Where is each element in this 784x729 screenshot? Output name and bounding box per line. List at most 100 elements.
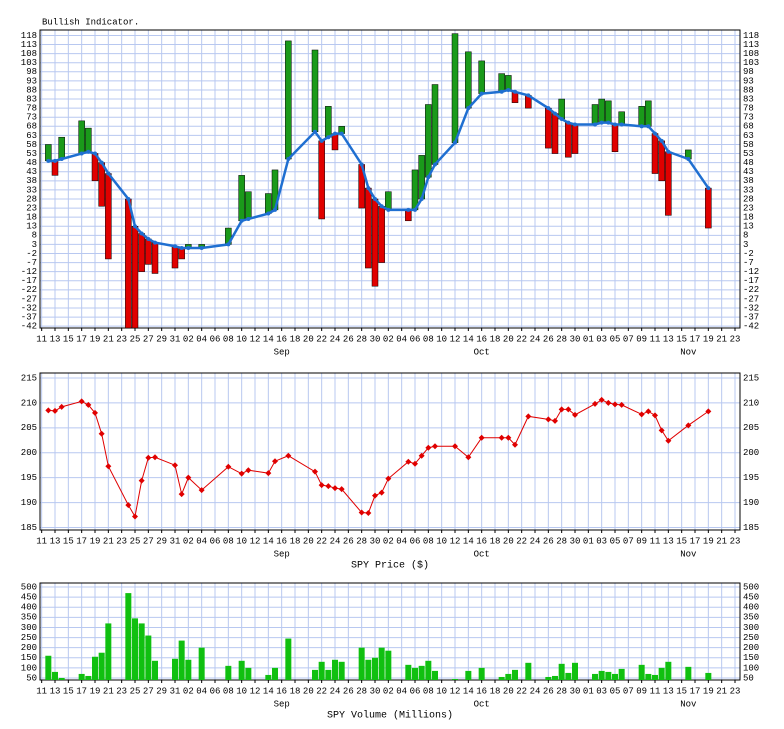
indicator-bar	[365, 187, 372, 269]
price-point	[525, 413, 532, 420]
y-tick-label: 88	[26, 85, 37, 95]
price-point	[665, 437, 672, 444]
indicator-bar	[325, 106, 332, 138]
x-tick-label: 05	[610, 334, 621, 344]
x-tick-label: 20	[303, 536, 314, 546]
indicator-bar	[311, 49, 319, 133]
x-tick-label: 08	[423, 334, 434, 344]
x-tick-label: 25	[130, 334, 141, 344]
indicator-point	[59, 157, 64, 162]
x-tick-label: 02	[383, 686, 394, 696]
x-tick-label: 04	[196, 334, 207, 344]
volume-bar	[45, 655, 52, 680]
x-tick-label: 22	[516, 536, 527, 546]
y-tick-label-right: 205	[743, 423, 759, 433]
indicator-point	[79, 151, 84, 156]
x-tick-label: 20	[503, 536, 514, 546]
price-point	[552, 417, 558, 424]
plot-frame	[39, 372, 741, 531]
y-tick-label-right: 83	[743, 94, 754, 104]
month-label: Oct	[474, 699, 490, 709]
indicator-point	[613, 122, 617, 127]
y-tick-label: 300	[21, 623, 37, 633]
y-tick-label: 200	[21, 448, 37, 458]
y-tick-label-right: 450	[743, 593, 759, 603]
x-tick-label: 06	[410, 536, 421, 546]
price-point	[612, 401, 618, 408]
price-point	[265, 470, 272, 477]
y-tick-label: 13	[26, 222, 37, 232]
month-label: Sep	[274, 699, 290, 709]
x-tick-label: 18	[490, 536, 501, 546]
x-tick-label: 23	[730, 334, 741, 344]
x-tick-label: 16	[276, 536, 287, 546]
x-tick-label: 30	[370, 334, 381, 344]
volume-bar	[185, 659, 192, 680]
indicator-point	[426, 175, 431, 180]
indicator-point	[499, 89, 504, 94]
price-point	[125, 502, 132, 509]
price-point	[85, 401, 92, 408]
volume-bar	[132, 618, 138, 680]
x-tick-label: 31	[170, 686, 181, 696]
volume-bar	[152, 660, 158, 680]
indicator-point	[133, 224, 137, 229]
volume-bar	[238, 660, 245, 680]
volume-bar	[272, 667, 278, 680]
volume-bar	[658, 667, 665, 680]
price-point	[92, 409, 98, 416]
volume-bar	[478, 667, 485, 680]
x-tick-label: 06	[210, 334, 221, 344]
indicator-point	[273, 207, 277, 212]
y-tick-label: 63	[26, 131, 37, 141]
price-point	[405, 458, 412, 465]
x-tick-label: 07	[623, 334, 634, 344]
price-point	[285, 452, 292, 459]
y-tick-label-right: 98	[743, 67, 754, 77]
indicator-bar	[131, 225, 139, 329]
x-tick-label: 02	[183, 536, 194, 546]
month-label: Nov	[680, 699, 697, 709]
y-tick-label: 250	[21, 633, 37, 643]
x-tick-label: 02	[383, 334, 394, 344]
x-tick-label: 03	[596, 686, 607, 696]
x-tick-label: 12	[250, 536, 261, 546]
x-tick-label: 08	[223, 334, 234, 344]
x-tick-label: 17	[76, 686, 87, 696]
price-point	[658, 427, 665, 434]
x-tick-label: 10	[236, 536, 247, 546]
volume-bar	[572, 662, 578, 680]
y-tick-label: 103	[21, 58, 37, 68]
price-point	[178, 491, 185, 498]
indicator-bar	[145, 238, 152, 265]
volume-bar	[332, 659, 338, 680]
price-point	[185, 474, 192, 481]
volume-bar	[638, 664, 645, 680]
month-label: Oct	[474, 549, 490, 559]
x-tick-label: 30	[370, 686, 381, 696]
x-tick-label: 26	[543, 334, 554, 344]
x-tick-label: 22	[316, 536, 327, 546]
x-tick-label: 04	[396, 334, 407, 344]
price-point	[325, 483, 332, 490]
price-point	[618, 401, 625, 408]
x-axis-title: SPY Price ($)	[351, 560, 429, 572]
y-tick-label: 400	[21, 603, 37, 613]
y-tick-label: -2	[26, 249, 37, 259]
indicator-bar	[378, 206, 385, 263]
y-tick-label-right: -2	[743, 249, 754, 259]
y-tick-label: -32	[21, 303, 37, 313]
x-tick-label: 24	[330, 536, 341, 546]
volume-bar	[265, 674, 272, 680]
indicator-point	[319, 138, 324, 143]
x-tick-label: 08	[223, 686, 234, 696]
x-tick-label: 08	[223, 536, 234, 546]
indicator-point	[653, 131, 657, 136]
x-tick-label: 06	[410, 334, 421, 344]
y-tick-label-right: 93	[743, 76, 754, 86]
x-tick-label: 30	[570, 536, 581, 546]
indicator-bar	[138, 233, 145, 272]
indicator-point	[246, 216, 251, 221]
price-point	[365, 510, 372, 517]
indicator-point	[599, 120, 604, 125]
